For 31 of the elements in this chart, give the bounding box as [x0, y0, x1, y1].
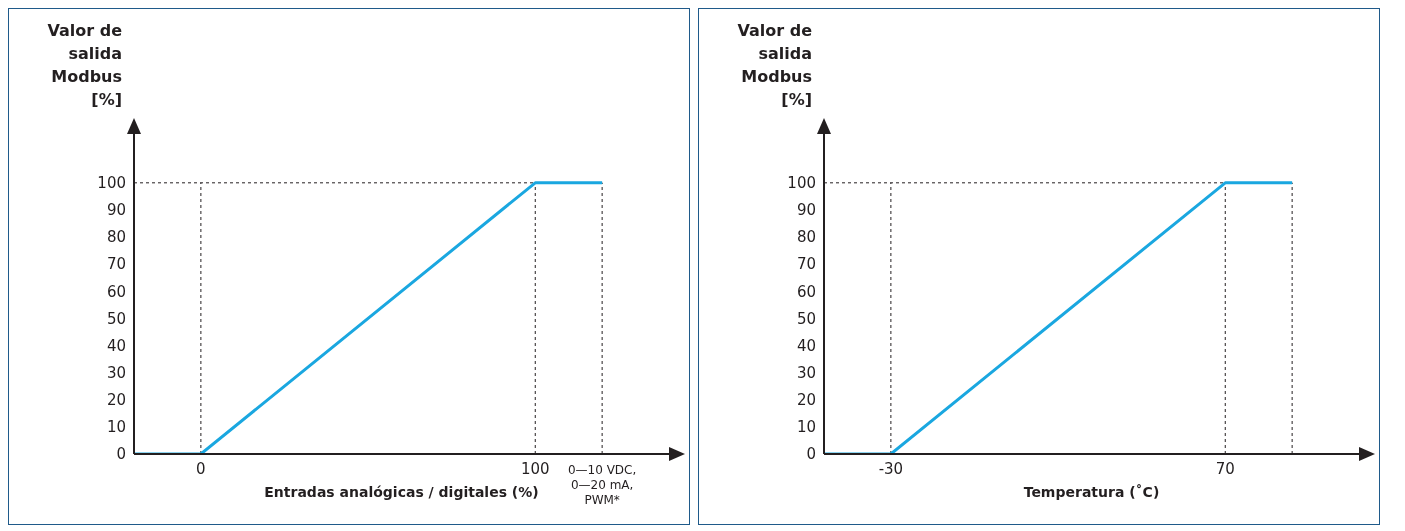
y-tick-label: 10 — [106, 418, 126, 437]
y-tick-label: 30 — [106, 363, 126, 382]
y-tick-label: 100 — [787, 174, 816, 193]
y-axis-title: Valor de salida Modbus [%] — [736, 20, 812, 111]
y-tick-label: 60 — [796, 282, 816, 301]
y-tick-label: 100 — [97, 174, 126, 193]
y-tick-label: 40 — [796, 336, 816, 355]
y-tick-label: 70 — [796, 255, 816, 274]
y-tick-label: 70 — [106, 255, 126, 274]
y-tick-label: 60 — [106, 282, 126, 301]
x-axis-title: Entradas analógicas / digitales (%) — [264, 484, 539, 500]
y-tick-label: 50 — [106, 309, 126, 328]
y-tick-label: 50 — [796, 309, 816, 328]
x-tick-label: 70 — [1215, 460, 1235, 478]
x-tick-label: 100 — [520, 460, 550, 478]
y-axis-title: Valor de salida Modbus [%] — [46, 20, 122, 111]
y-tick-label: 30 — [796, 363, 816, 382]
y-tick-label: 20 — [796, 391, 816, 410]
x-tick-label: -30 — [878, 460, 904, 478]
y-tick-label: 90 — [106, 201, 126, 220]
y-tick-label: 20 — [106, 391, 126, 410]
y-tick-label: 90 — [796, 201, 816, 220]
y-tick-label: 40 — [106, 336, 126, 355]
x-tick-label: 0—10 VDC, 0—20 mA, PWM* — [567, 463, 637, 507]
y-tick-label: 0 — [116, 445, 126, 464]
y-tick-label: 80 — [796, 228, 816, 247]
y-tick-label: 0 — [806, 445, 816, 464]
y-tick-label: 80 — [106, 228, 126, 247]
x-axis-title: Temperatura (˚C) — [1022, 484, 1161, 500]
y-tick-label: 10 — [796, 418, 816, 437]
x-tick-label: 0 — [196, 460, 206, 478]
